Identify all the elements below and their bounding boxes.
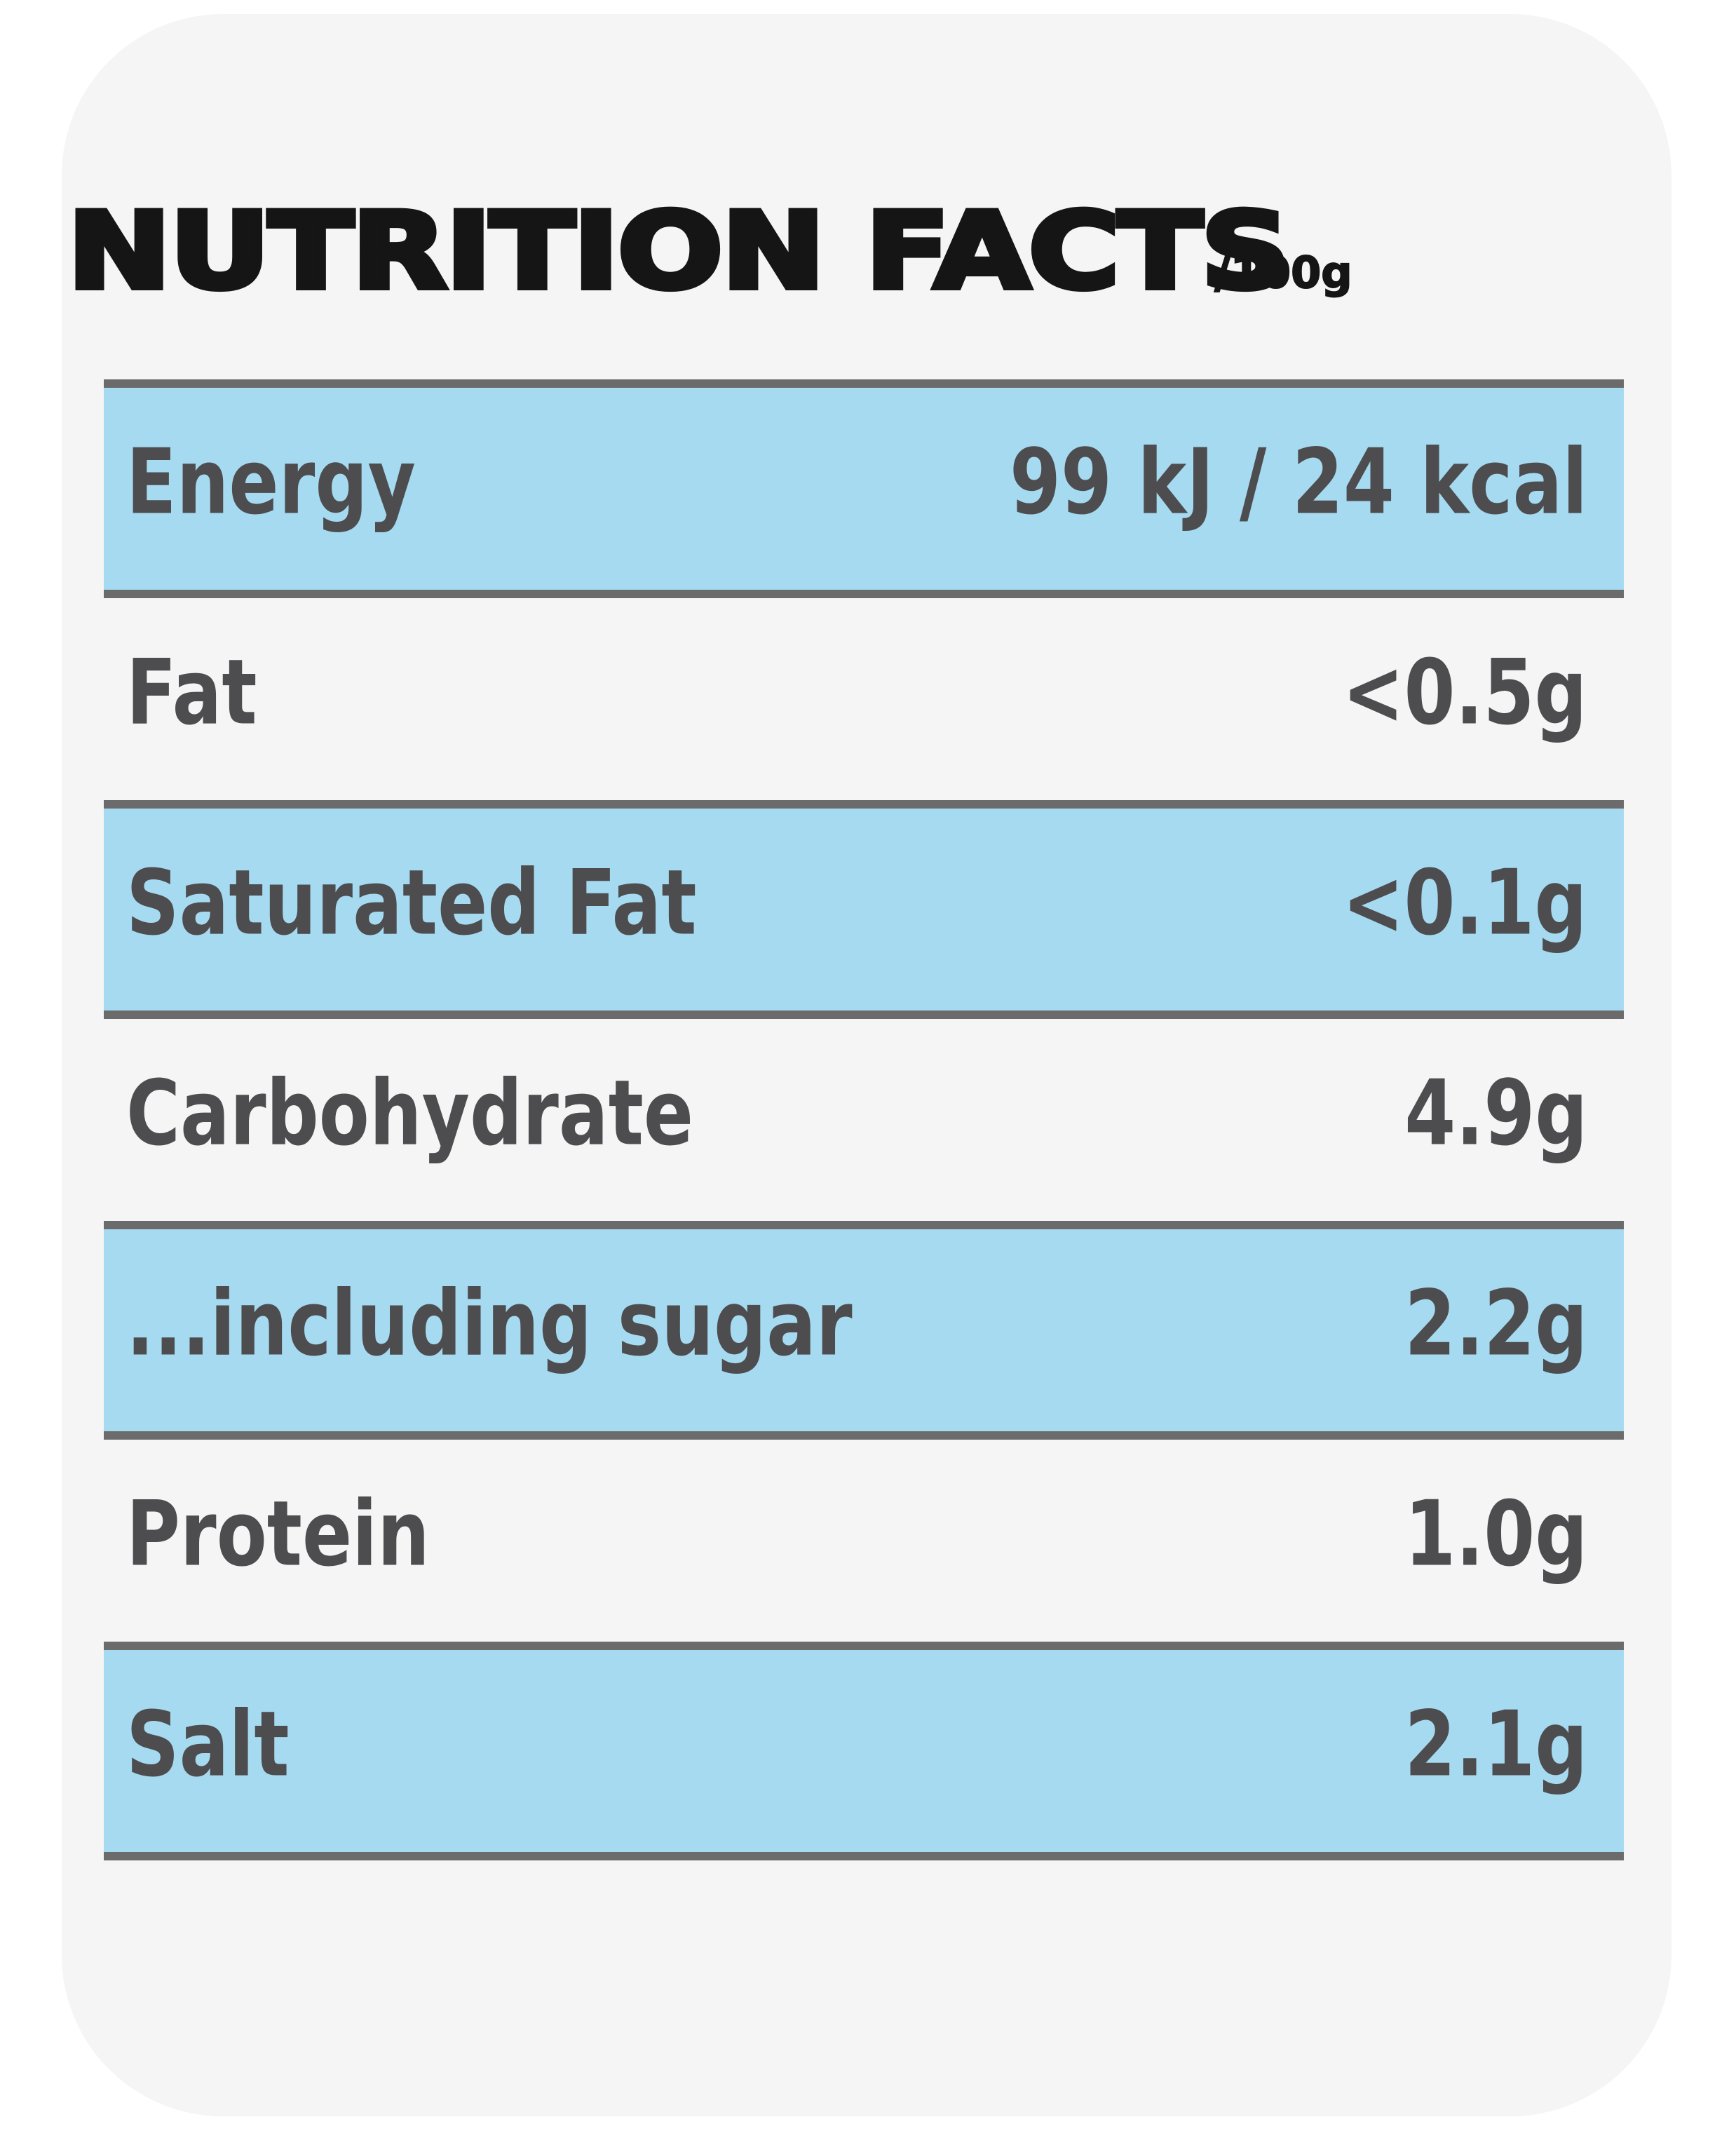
row-label: Fat (126, 640, 257, 745)
row-value: <0.5g (1342, 640, 1587, 745)
row-label: Salt (126, 1692, 290, 1797)
row-value: 99 kJ / 24 kcal (1009, 430, 1587, 535)
nutrition-row-carbohydrate: Carbohydrate 4.9g (104, 1011, 1624, 1221)
nutrition-table: Energy 99 kJ / 24 kcal Fat <0.5g Saturat… (104, 379, 1624, 1860)
per-unit-label: /100g (1214, 246, 1352, 299)
nutrition-row-salt: Salt 2.1g (104, 1642, 1624, 1860)
row-label: ...including sugar (126, 1271, 853, 1377)
nutrition-row-saturated-fat: Saturated Fat <0.1g (104, 800, 1624, 1011)
nutrition-row-fat: Fat <0.5g (104, 590, 1624, 800)
row-value: <0.1g (1342, 851, 1587, 956)
nutrition-row-sugar: ...including sugar 2.2g (104, 1221, 1624, 1431)
row-label: Saturated Fat (126, 851, 697, 956)
nutrition-title: NUTRITION FACTS (64, 188, 1294, 316)
row-label: Protein (126, 1482, 430, 1587)
row-value: 1.0g (1404, 1482, 1587, 1587)
nutrition-header: NUTRITION FACTS/100g (64, 188, 1352, 316)
row-value: 2.1g (1404, 1692, 1587, 1797)
row-label: Energy (126, 430, 416, 535)
nutrition-row-energy: Energy 99 kJ / 24 kcal (104, 379, 1624, 590)
nutrition-row-protein: Protein 1.0g (104, 1431, 1624, 1642)
row-label: Carbohydrate (126, 1061, 694, 1166)
row-value: 4.9g (1404, 1061, 1587, 1166)
row-value: 2.2g (1404, 1271, 1587, 1377)
